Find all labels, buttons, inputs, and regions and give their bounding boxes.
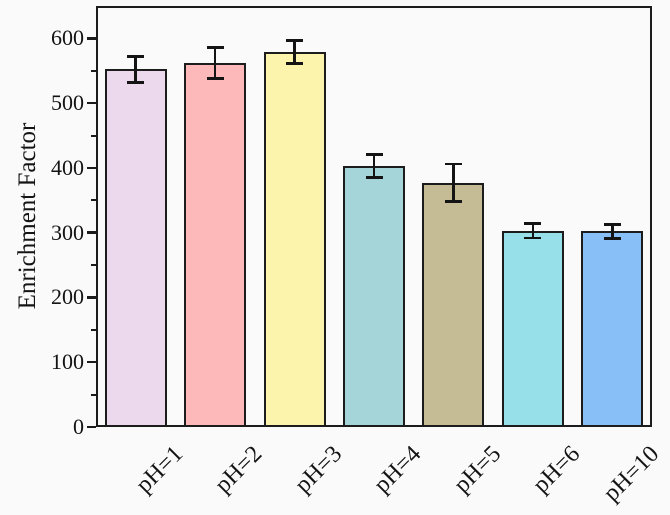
bar (343, 165, 405, 427)
y-minor-tick (91, 69, 96, 72)
y-tick-label: 500 (51, 90, 84, 116)
error-bar-cap-bottom (206, 77, 224, 80)
x-tick-label: pH=2 (210, 441, 268, 499)
x-tick-label: pH=4 (369, 441, 427, 499)
bar (104, 69, 167, 427)
y-major-tick (87, 296, 96, 299)
error-bar-cap-top (286, 39, 304, 42)
y-major-tick (87, 166, 96, 170)
y-minor-tick (91, 264, 96, 267)
error-bar-cap-top (603, 223, 621, 226)
x-tick-label: pH=5 (448, 441, 506, 499)
y-tick-label: 600 (51, 25, 84, 51)
y-minor-tick (91, 393, 96, 396)
error-bar-cap-top (444, 162, 462, 166)
error-bar-cap-bottom (365, 176, 383, 179)
y-tick-label: 300 (51, 219, 84, 245)
bar (581, 231, 644, 427)
error-bar-line (134, 56, 137, 83)
error-bar-cap-top (127, 55, 145, 58)
error-bar-line (611, 224, 614, 239)
x-tick-label: pH=10 (598, 441, 665, 507)
y-major-tick (87, 231, 96, 234)
error-bar-line (213, 47, 217, 79)
error-bar-line (452, 164, 455, 202)
y-minor-tick (91, 134, 96, 137)
error-bar-line (293, 40, 296, 64)
x-tick-label: pH=1 (130, 441, 189, 499)
error-bar-cap-bottom (286, 62, 304, 65)
error-bar-cap-top (206, 46, 224, 49)
y-major-tick (87, 360, 96, 364)
x-tick-label: pH=6 (528, 441, 586, 499)
y-major-tick (87, 101, 96, 105)
y-minor-tick (91, 328, 96, 331)
y-tick-label: 100 (51, 349, 84, 375)
error-bar-line (531, 223, 535, 238)
bar (422, 182, 485, 427)
error-bar-cap-bottom (127, 81, 145, 84)
y-tick-label: 200 (51, 284, 84, 310)
error-bar-line (372, 154, 376, 178)
error-bar-cap-bottom (444, 200, 462, 203)
y-minor-tick (91, 199, 96, 202)
bar (184, 62, 247, 427)
bar (263, 51, 326, 427)
error-bar-cap-top (524, 222, 542, 225)
error-bar-cap-bottom (524, 236, 542, 240)
y-tick-label: 400 (51, 154, 84, 180)
error-bar-cap-bottom (603, 237, 621, 240)
y-tick-label: 0 (73, 414, 84, 439)
y-major-tick (87, 37, 96, 40)
bar (501, 230, 564, 427)
y-major-tick (87, 425, 96, 429)
error-bar-cap-top (365, 153, 383, 156)
x-tick-label: pH=3 (289, 441, 347, 499)
